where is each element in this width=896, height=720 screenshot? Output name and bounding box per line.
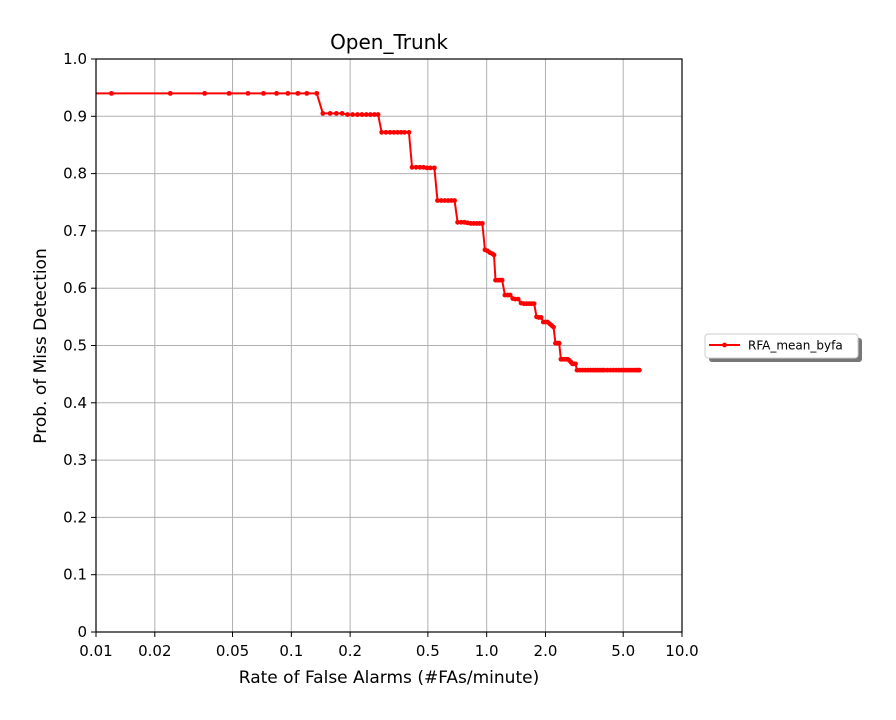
data-point [391, 129, 397, 135]
data-point [406, 129, 412, 135]
data-point [409, 164, 415, 170]
x-tick-label: 2.0 [534, 642, 558, 660]
data-point [314, 90, 320, 96]
data-point [295, 90, 301, 96]
data-point [368, 112, 373, 117]
legend-marker-sample [722, 342, 727, 348]
data-point [304, 90, 310, 96]
data-point [573, 361, 578, 367]
data-point [531, 301, 537, 307]
y-tick-label: 0.5 [63, 337, 87, 355]
legend: RFA_mean_byfa [704, 333, 862, 362]
data-point [226, 90, 232, 96]
data-point [479, 221, 485, 226]
y-tick-label: 0 [77, 623, 87, 641]
y-tick-label: 0.6 [63, 279, 87, 297]
data-point [515, 296, 521, 302]
y-tick-label: 1.0 [63, 50, 87, 68]
data-point [636, 367, 642, 373]
data-point [499, 277, 505, 283]
x-tick-label: 0.02 [138, 642, 171, 660]
data-point [402, 129, 407, 135]
data-point [435, 198, 440, 203]
data-point [167, 90, 173, 96]
data-point [491, 252, 497, 258]
y-tick-label: 0.4 [63, 394, 87, 412]
data-point [355, 112, 360, 117]
data-point [438, 198, 444, 203]
data-point [455, 219, 461, 225]
data-point [285, 90, 291, 96]
x-tick-label: 5.0 [611, 642, 635, 660]
data-point [413, 164, 419, 170]
series-layer [96, 90, 642, 373]
y-tick-label: 0.2 [63, 508, 87, 526]
data-point [350, 112, 356, 117]
data-point [538, 315, 544, 320]
data-point [383, 129, 389, 135]
data-point [345, 112, 350, 117]
data-point [375, 112, 381, 117]
data-point [387, 129, 393, 135]
data-point [427, 165, 433, 171]
data-point [320, 111, 326, 116]
x-tick-label: 0.5 [416, 642, 440, 660]
y-tick-label: 0.1 [63, 566, 87, 584]
x-tick-label: 0.01 [79, 642, 112, 660]
y-axis-label: Prob. of Miss Detection [31, 248, 51, 443]
y-tick-label: 0.3 [63, 451, 87, 469]
axis-ticks: 0.01 0.02 0.05 0.1 0.2 0.5 1.0 2.0 5.0 10.0 0 0.1 0.… [63, 50, 699, 660]
data-point [452, 198, 457, 203]
data-point [359, 112, 365, 117]
data-point [202, 90, 208, 96]
data-point [109, 90, 114, 96]
x-tick-label: 0.1 [279, 642, 303, 660]
data-point [339, 111, 345, 116]
data-point [395, 129, 401, 135]
data-point [417, 164, 423, 170]
data-point [333, 111, 339, 116]
data-point [442, 198, 448, 203]
data-point [424, 165, 430, 171]
data-point [458, 219, 464, 225]
y-tick-label: 0.9 [63, 107, 87, 125]
data-point [379, 129, 385, 135]
data-point [371, 112, 377, 117]
x-tick-label: 0.2 [338, 642, 362, 660]
x-axis-label: Rate of False Alarms (#FAs/minute) [239, 668, 539, 688]
legend-label: RFA_mean_byfa [748, 339, 843, 353]
data-point [274, 90, 279, 96]
y-tick-label: 0.7 [63, 222, 87, 240]
data-point [261, 90, 266, 96]
y-tick-label: 0.8 [63, 165, 87, 183]
x-tick-label: 10.0 [665, 642, 698, 660]
legend-box [704, 333, 859, 359]
x-tick-label: 1.0 [475, 642, 499, 660]
x-tick-label: 0.05 [216, 642, 249, 660]
data-point [551, 324, 556, 330]
data-point [431, 165, 437, 171]
data-point [398, 129, 404, 135]
data-point [556, 340, 562, 346]
data-point [507, 292, 513, 298]
data-point [327, 111, 333, 116]
data-point [363, 112, 369, 117]
data-point [445, 198, 451, 203]
data-point [245, 90, 251, 96]
chart-title: Open_Trunk [330, 30, 448, 54]
